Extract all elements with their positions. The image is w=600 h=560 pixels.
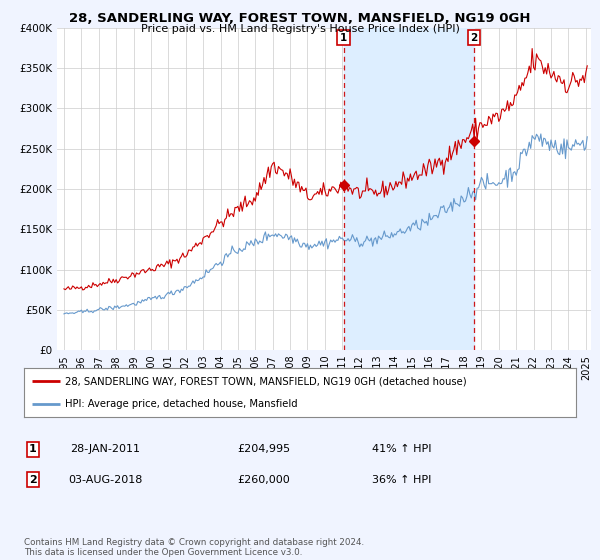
Bar (344, 28, 474, 350)
Text: 28, SANDERLING WAY, FOREST TOWN, MANSFIELD, NG19 0GH (detached house): 28, SANDERLING WAY, FOREST TOWN, MANSFIE… (65, 376, 467, 386)
Text: 2: 2 (29, 475, 37, 485)
Text: £204,995: £204,995 (238, 444, 290, 454)
Text: 03-AUG-2018: 03-AUG-2018 (68, 475, 142, 485)
Text: 2: 2 (470, 33, 478, 43)
Text: 1: 1 (29, 444, 37, 454)
Text: 41% ↑ HPI: 41% ↑ HPI (372, 444, 432, 454)
Text: £260,000: £260,000 (238, 475, 290, 485)
Text: HPI: Average price, detached house, Mansfield: HPI: Average price, detached house, Mans… (65, 399, 298, 409)
Text: Price paid vs. HM Land Registry's House Price Index (HPI): Price paid vs. HM Land Registry's House … (140, 24, 460, 34)
Text: 28-JAN-2011: 28-JAN-2011 (70, 444, 140, 454)
Text: 1: 1 (340, 33, 347, 43)
Text: Contains HM Land Registry data © Crown copyright and database right 2024.
This d: Contains HM Land Registry data © Crown c… (24, 538, 364, 557)
Text: 28, SANDERLING WAY, FOREST TOWN, MANSFIELD, NG19 0GH: 28, SANDERLING WAY, FOREST TOWN, MANSFIE… (69, 12, 531, 25)
Text: 36% ↑ HPI: 36% ↑ HPI (373, 475, 431, 485)
